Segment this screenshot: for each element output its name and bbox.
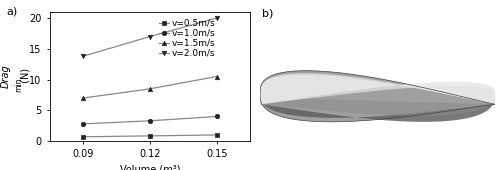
Line: v=1.0m/s: v=1.0m/s bbox=[81, 114, 219, 126]
Polygon shape bbox=[260, 94, 495, 122]
Text: (N): (N) bbox=[21, 67, 31, 86]
Polygon shape bbox=[260, 71, 495, 122]
Text: Drag: Drag bbox=[1, 65, 11, 88]
Line: v=2.0m/s: v=2.0m/s bbox=[81, 16, 219, 58]
v=2.0m/s bbox=[214, 17, 220, 19]
v=1.0m/s bbox=[147, 120, 153, 122]
v=1.5m/s bbox=[214, 75, 220, 78]
v=1.0m/s bbox=[214, 115, 220, 117]
Text: min: min bbox=[14, 77, 24, 91]
v=0.5m/s bbox=[214, 134, 220, 136]
v=0.5m/s bbox=[147, 135, 153, 137]
v=1.5m/s bbox=[147, 88, 153, 90]
Text: b): b) bbox=[262, 9, 274, 19]
X-axis label: Volume (m³): Volume (m³) bbox=[120, 165, 180, 170]
Legend: v=0.5m/s, v=1.0m/s, v=1.5m/s, v=2.0m/s: v=0.5m/s, v=1.0m/s, v=1.5m/s, v=2.0m/s bbox=[158, 19, 216, 58]
Text: a): a) bbox=[6, 7, 17, 17]
v=1.5m/s bbox=[80, 97, 86, 99]
v=0.5m/s bbox=[80, 136, 86, 138]
Line: v=0.5m/s: v=0.5m/s bbox=[81, 133, 219, 139]
v=2.0m/s bbox=[147, 36, 153, 38]
Polygon shape bbox=[260, 73, 495, 104]
Polygon shape bbox=[260, 75, 495, 104]
Polygon shape bbox=[260, 94, 495, 116]
v=2.0m/s bbox=[80, 55, 86, 57]
Line: v=1.5m/s: v=1.5m/s bbox=[81, 74, 219, 100]
v=1.0m/s bbox=[80, 123, 86, 125]
